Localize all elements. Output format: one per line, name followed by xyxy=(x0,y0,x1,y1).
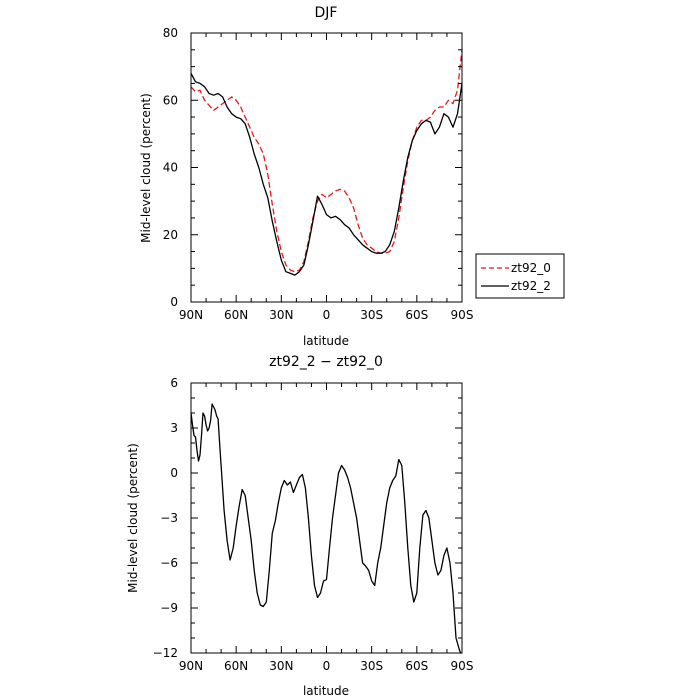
top-x-tick-label: 90N xyxy=(179,308,203,322)
bottom-y-tick-label: −12 xyxy=(153,646,178,660)
legend: zt92_0 zt92_2 xyxy=(475,253,565,299)
bottom-x-axis-title: latitude xyxy=(303,684,349,698)
top-series-zt92-0-line xyxy=(190,49,463,273)
legend-box xyxy=(475,253,565,299)
top-y-tick-label: 40 xyxy=(163,161,178,175)
top-ticks: 90N 60N 30N 0 30S 60S 90S 0 20 40 60 80 xyxy=(163,26,474,322)
bottom-y-axis-title: Mid-level cloud (percent) xyxy=(126,443,140,593)
top-x-tick-label: 60N xyxy=(224,308,248,322)
bottom-y-tick-label: 3 xyxy=(170,421,178,435)
bottom-x-tick-label: 60S xyxy=(405,659,428,673)
bottom-plot-frame xyxy=(190,382,463,654)
top-y-tick-label: 80 xyxy=(163,26,178,40)
bottom-y-tick-label: −3 xyxy=(160,511,178,525)
top-x-tick-label: 30S xyxy=(360,308,383,322)
top-series-zt92-2-line xyxy=(190,72,463,276)
top-curves xyxy=(190,49,463,276)
top-chart-title: DJF xyxy=(315,5,338,21)
legend-label-zt92-0: zt92_0 xyxy=(511,261,551,275)
bottom-ticks: 90N 60N 30N 0 30S 60S 90S −12 −9 −6 −3 0 3 6 xyxy=(153,376,474,673)
top-y-axis-title: Mid-level cloud (percent) xyxy=(139,93,153,243)
legend-label-zt92-2: zt92_2 xyxy=(511,279,551,293)
top-x-tick-label: 30N xyxy=(269,308,293,322)
top-panel: DJF 90N 60N 30N 0 30S 60S 90S 0 20 40 60 80 latitud… xyxy=(139,5,473,348)
bottom-x-tick-label: 90S xyxy=(451,659,474,673)
bottom-x-tick-label: 90N xyxy=(179,659,203,673)
bottom-y-tick-label: 0 xyxy=(170,466,178,480)
top-y-tick-label: 20 xyxy=(163,228,178,242)
top-plot-frame xyxy=(190,32,463,303)
top-y-tick-label: 60 xyxy=(163,93,178,107)
bottom-series-difference-line xyxy=(190,403,462,654)
top-x-tick-label: 60S xyxy=(405,308,428,322)
top-x-tick-label: 90S xyxy=(451,308,474,322)
bottom-chart-title: zt92_2 − zt92_0 xyxy=(269,354,383,370)
bottom-curves xyxy=(190,403,462,654)
top-x-axis-title: latitude xyxy=(303,334,349,348)
bottom-x-tick-label: 30S xyxy=(360,659,383,673)
bottom-x-tick-label: 0 xyxy=(323,659,331,673)
bottom-x-tick-label: 30N xyxy=(269,659,293,673)
top-y-tick-label: 0 xyxy=(170,295,178,309)
bottom-panel: zt92_2 − zt92_0 90N 60N 30N 0 30S 60S 90S −12 −9… xyxy=(126,354,473,698)
bottom-y-tick-label: −9 xyxy=(160,601,178,615)
bottom-x-tick-label: 60N xyxy=(224,659,248,673)
bottom-y-tick-label: 6 xyxy=(170,376,178,390)
bottom-y-tick-label: −6 xyxy=(160,556,178,570)
top-x-tick-label: 0 xyxy=(323,308,331,322)
